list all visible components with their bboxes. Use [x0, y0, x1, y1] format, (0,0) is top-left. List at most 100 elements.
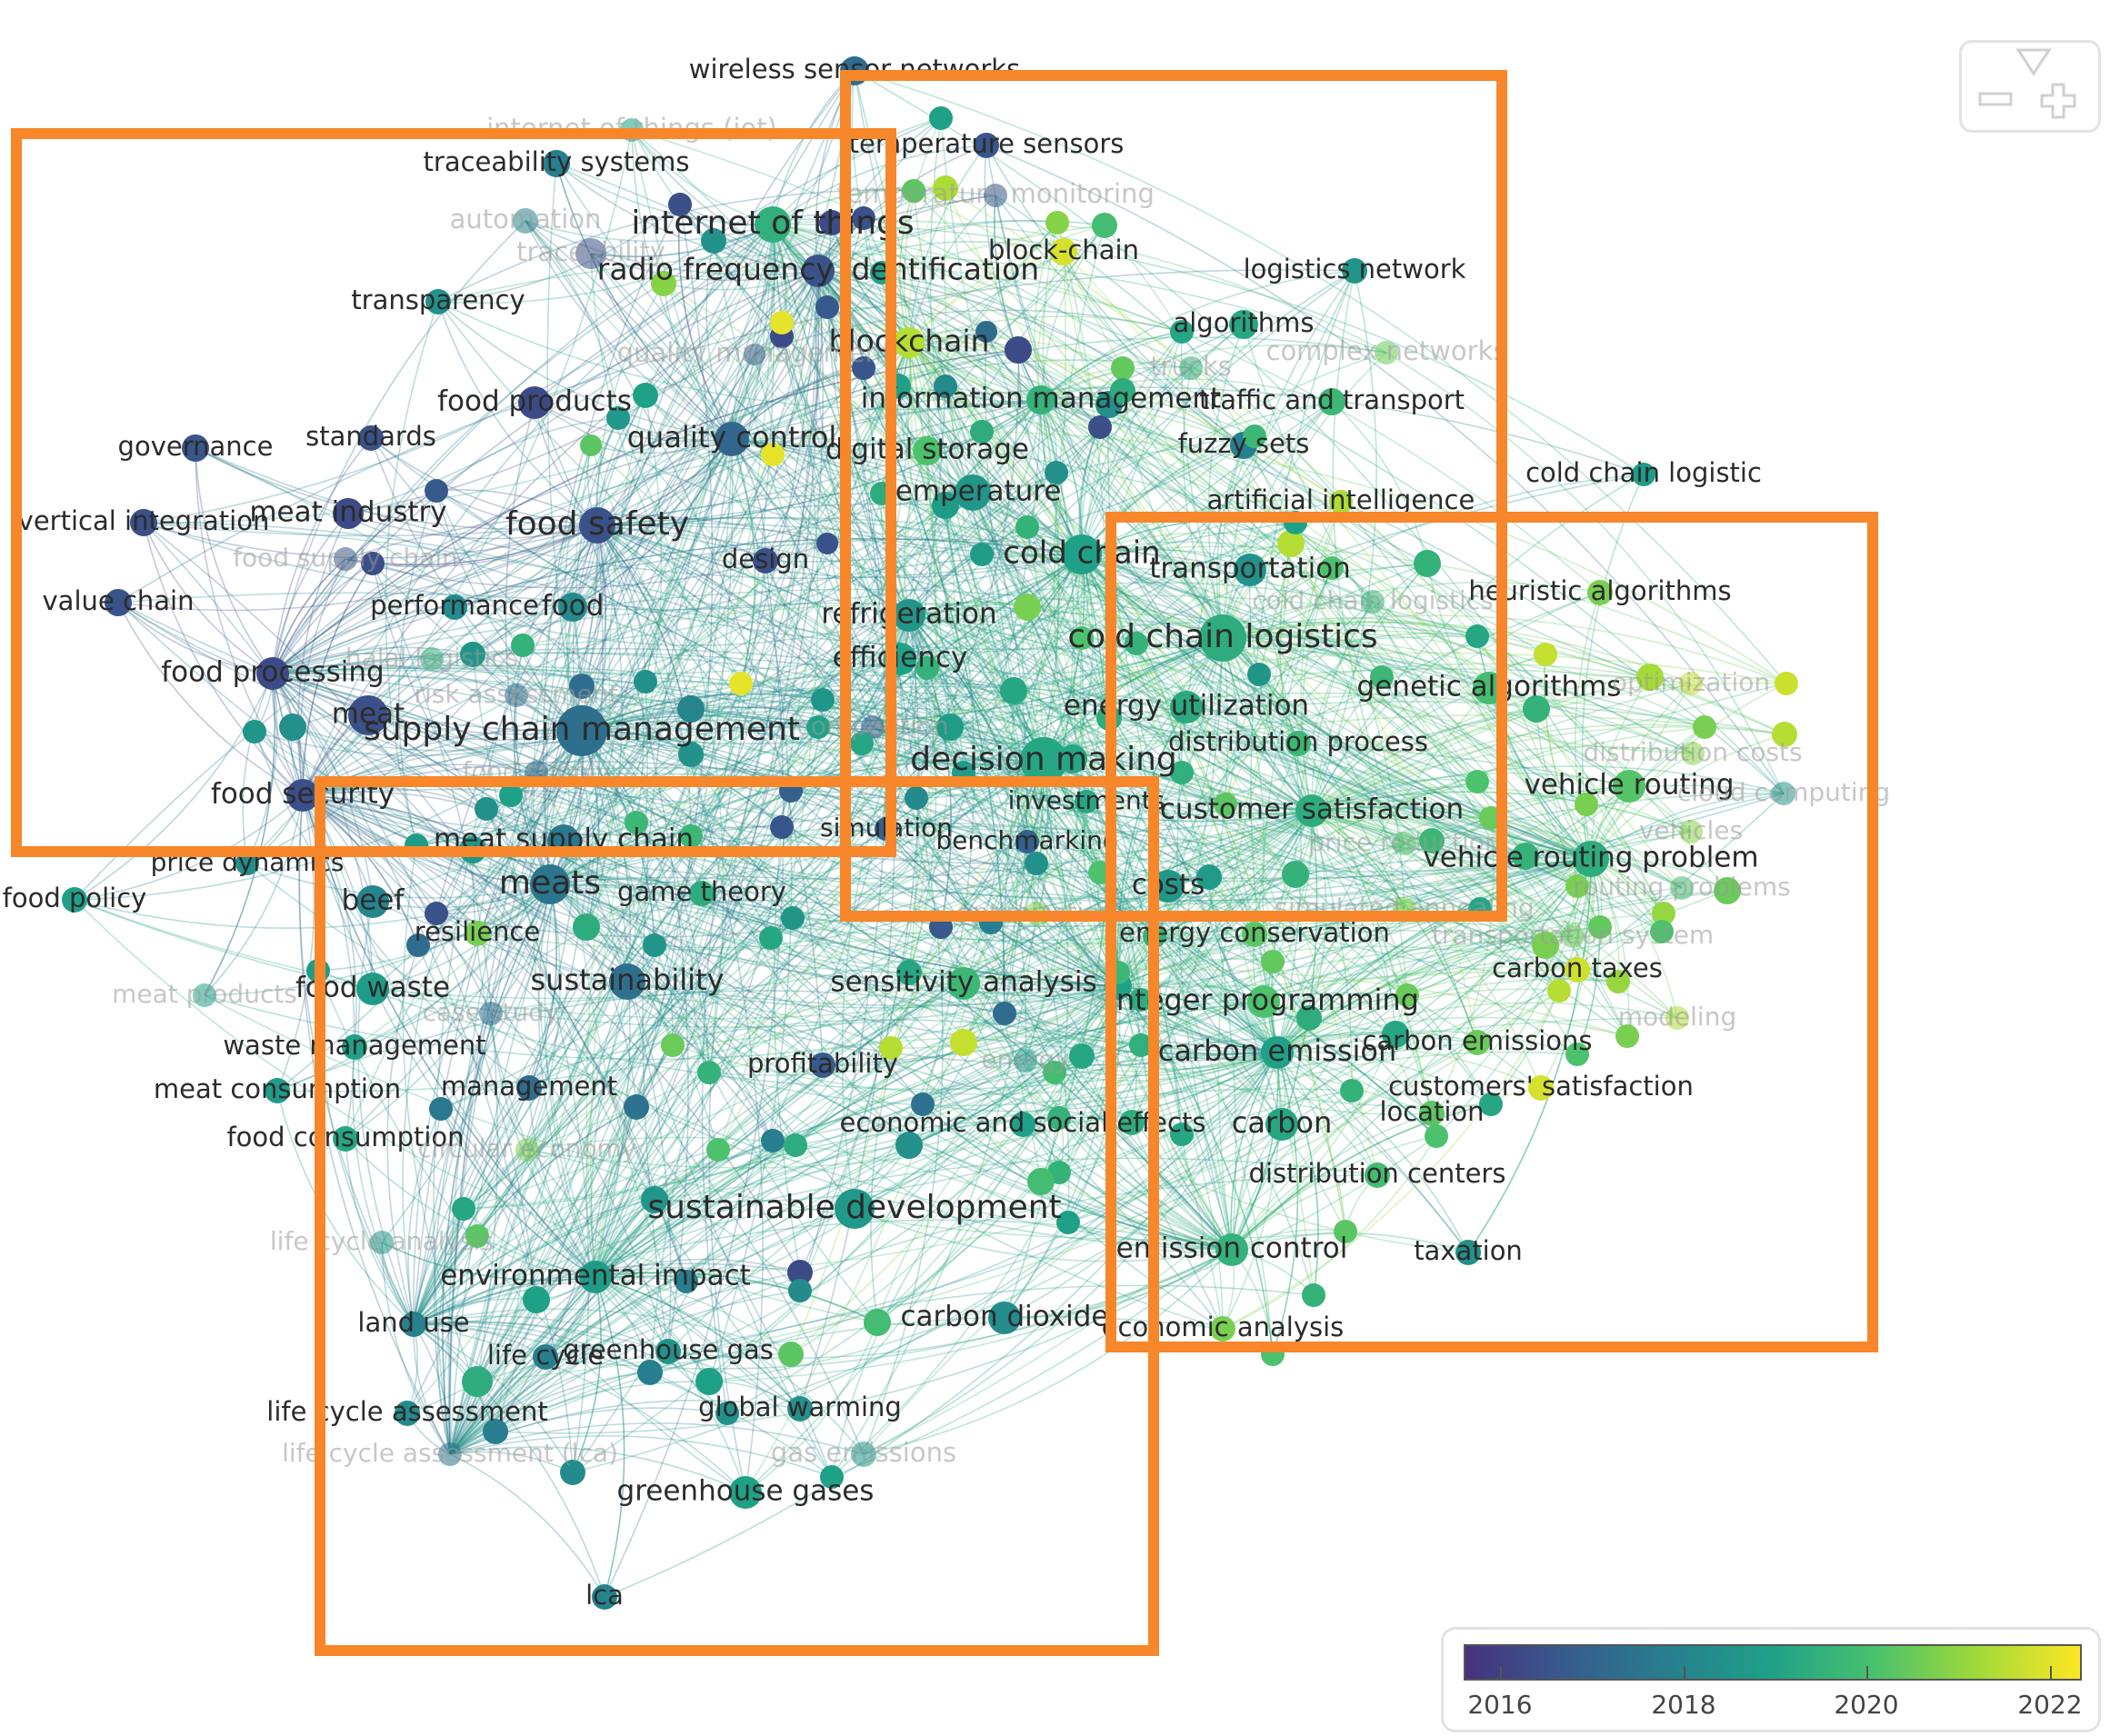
keyword-node[interactable] — [1152, 870, 1185, 903]
keyword-node[interactable] — [1375, 341, 1398, 364]
keyword-node-unlabeled[interactable] — [1512, 843, 1539, 870]
keyword-node-unlabeled[interactable] — [1027, 1168, 1055, 1195]
keyword-node[interactable] — [787, 1396, 813, 1422]
keyword-label[interactable]: transparency — [351, 284, 525, 315]
keyword-node-unlabeled[interactable] — [1296, 1005, 1322, 1031]
keyword-label[interactable]: beef — [342, 884, 405, 917]
keyword-node[interactable] — [955, 474, 991, 511]
keyword-node[interactable] — [1342, 258, 1367, 284]
keyword-node-unlabeled[interactable] — [1170, 1122, 1194, 1146]
keyword-node[interactable] — [348, 695, 388, 735]
keyword-label[interactable]: vehicle routing problem — [1423, 842, 1758, 874]
keyword-node-unlabeled[interactable] — [1069, 1043, 1095, 1069]
keyword-label[interactable]: food safety — [505, 505, 689, 543]
keyword-node-unlabeled[interactable] — [1170, 320, 1194, 344]
keyword-node-unlabeled[interactable] — [770, 815, 794, 839]
keyword-label[interactable]: meat industry — [249, 496, 446, 529]
keyword-node[interactable] — [130, 509, 157, 536]
keyword-node[interactable] — [235, 852, 259, 875]
zoom-out-icon[interactable] — [1978, 92, 2013, 106]
keyword-node-unlabeled[interactable] — [1714, 877, 1741, 904]
keyword-node-unlabeled[interactable] — [715, 1402, 739, 1425]
keyword-node[interactable] — [1528, 1075, 1554, 1101]
keyword-node[interactable] — [1681, 742, 1705, 765]
keyword-node-unlabeled[interactable] — [1045, 461, 1068, 484]
keyword-label[interactable]: game theory — [617, 876, 786, 907]
keyword-label[interactable]: costs — [1132, 869, 1205, 902]
keyword-label[interactable]: economic and social effects — [840, 1107, 1206, 1138]
keyword-node[interactable] — [543, 150, 570, 177]
keyword-label[interactable]: transportation — [1149, 553, 1351, 585]
keyword-node-unlabeled[interactable] — [1110, 378, 1135, 404]
keyword-node-unlabeled[interactable] — [787, 1260, 813, 1285]
keyword-label[interactable]: vertical integration — [18, 505, 270, 536]
keyword-label[interactable]: food — [542, 590, 605, 623]
keyword-node-unlabeled[interactable] — [1534, 643, 1557, 666]
keyword-label[interactable]: waste management — [223, 1030, 485, 1061]
keyword-label[interactable]: heuristic algorithms — [1468, 575, 1731, 606]
keyword-node[interactable] — [988, 1302, 1021, 1334]
keyword-label[interactable]: cloud computing — [1677, 777, 1890, 807]
keyword-label[interactable]: blockchain — [829, 324, 990, 359]
keyword-node[interactable] — [1361, 590, 1385, 614]
keyword-label[interactable]: digital storage — [825, 434, 1029, 466]
keyword-label[interactable]: environmental impact — [440, 1260, 751, 1292]
keyword-node-unlabeled[interactable] — [1652, 902, 1675, 925]
keyword-label[interactable]: carbon dioxide — [901, 1301, 1109, 1333]
keyword-label[interactable]: circular economy — [417, 1133, 636, 1163]
keyword-node-unlabeled[interactable] — [475, 797, 498, 821]
keyword-node-unlabeled[interactable] — [811, 688, 835, 712]
keyword-label[interactable]: energy conservation — [1119, 917, 1390, 948]
keyword-node-unlabeled[interactable] — [1129, 988, 1153, 1012]
keyword-node[interactable] — [1465, 1030, 1490, 1055]
keyword-node-unlabeled[interactable] — [499, 783, 523, 807]
keyword-node-unlabeled[interactable] — [729, 672, 753, 695]
keyword-node[interactable] — [592, 1584, 617, 1610]
keyword-label[interactable]: lca — [585, 1580, 624, 1611]
keyword-node-unlabeled[interactable] — [1025, 852, 1048, 875]
keyword-node-unlabeled[interactable] — [1070, 626, 1094, 650]
keyword-node[interactable] — [342, 1034, 367, 1060]
keyword-node-unlabeled[interactable] — [770, 311, 794, 334]
keyword-node-unlabeled[interactable] — [816, 533, 838, 554]
keyword-node-unlabeled[interactable] — [895, 1132, 923, 1159]
keyword-label[interactable]: risk assessment — [415, 679, 619, 709]
keyword-node-unlabeled[interactable] — [695, 1368, 723, 1395]
keyword-label[interactable]: food products — [437, 385, 632, 418]
keyword-node-unlabeled[interactable] — [784, 1133, 807, 1157]
keyword-node[interactable] — [193, 983, 216, 1007]
keyword-node[interactable] — [442, 594, 467, 620]
keyword-node-unlabeled[interactable] — [425, 902, 448, 925]
keyword-label[interactable]: transportation system — [1432, 920, 1714, 950]
keyword-node-unlabeled[interactable] — [697, 1061, 721, 1084]
keyword-label[interactable]: standards — [305, 421, 436, 452]
keyword-label[interactable]: information management — [861, 383, 1221, 415]
keyword-node[interactable] — [974, 133, 999, 158]
keyword-label[interactable]: distribution centers — [1249, 1158, 1506, 1189]
keyword-node[interactable] — [438, 1442, 462, 1466]
keyword-node-unlabeled[interactable] — [279, 713, 306, 741]
keyword-label[interactable]: fuzzy sets — [1178, 428, 1310, 459]
keyword-node-unlabeled[interactable] — [896, 960, 922, 985]
keyword-node[interactable] — [1329, 490, 1353, 514]
keyword-node[interactable] — [1665, 1006, 1689, 1030]
keyword-node[interactable] — [575, 238, 606, 269]
keyword-node[interactable] — [1170, 691, 1203, 723]
keyword-node-unlabeled[interactable] — [643, 933, 666, 957]
keyword-node-unlabeled[interactable] — [243, 720, 266, 743]
keyword-node-unlabeled[interactable] — [1425, 1124, 1448, 1148]
keyword-label[interactable]: carbon taxes — [1492, 953, 1663, 983]
keyword-label[interactable]: food supply chain — [233, 543, 458, 573]
keyword-label[interactable]: internet of things — [631, 205, 914, 242]
keyword-node[interactable] — [1179, 356, 1203, 380]
keyword-node[interactable] — [1234, 554, 1266, 586]
keyword-node[interactable] — [370, 1231, 394, 1254]
keyword-node[interactable] — [1285, 731, 1311, 756]
keyword-node-unlabeled[interactable] — [1479, 1092, 1503, 1116]
keyword-node[interactable] — [334, 547, 357, 571]
keyword-node-unlabeled[interactable] — [1772, 722, 1797, 747]
keyword-node-unlabeled[interactable] — [852, 356, 875, 380]
keyword-label[interactable]: halal logistics — [345, 643, 518, 673]
keyword-label[interactable]: automation — [450, 204, 602, 234]
keyword-node[interactable] — [753, 548, 778, 574]
